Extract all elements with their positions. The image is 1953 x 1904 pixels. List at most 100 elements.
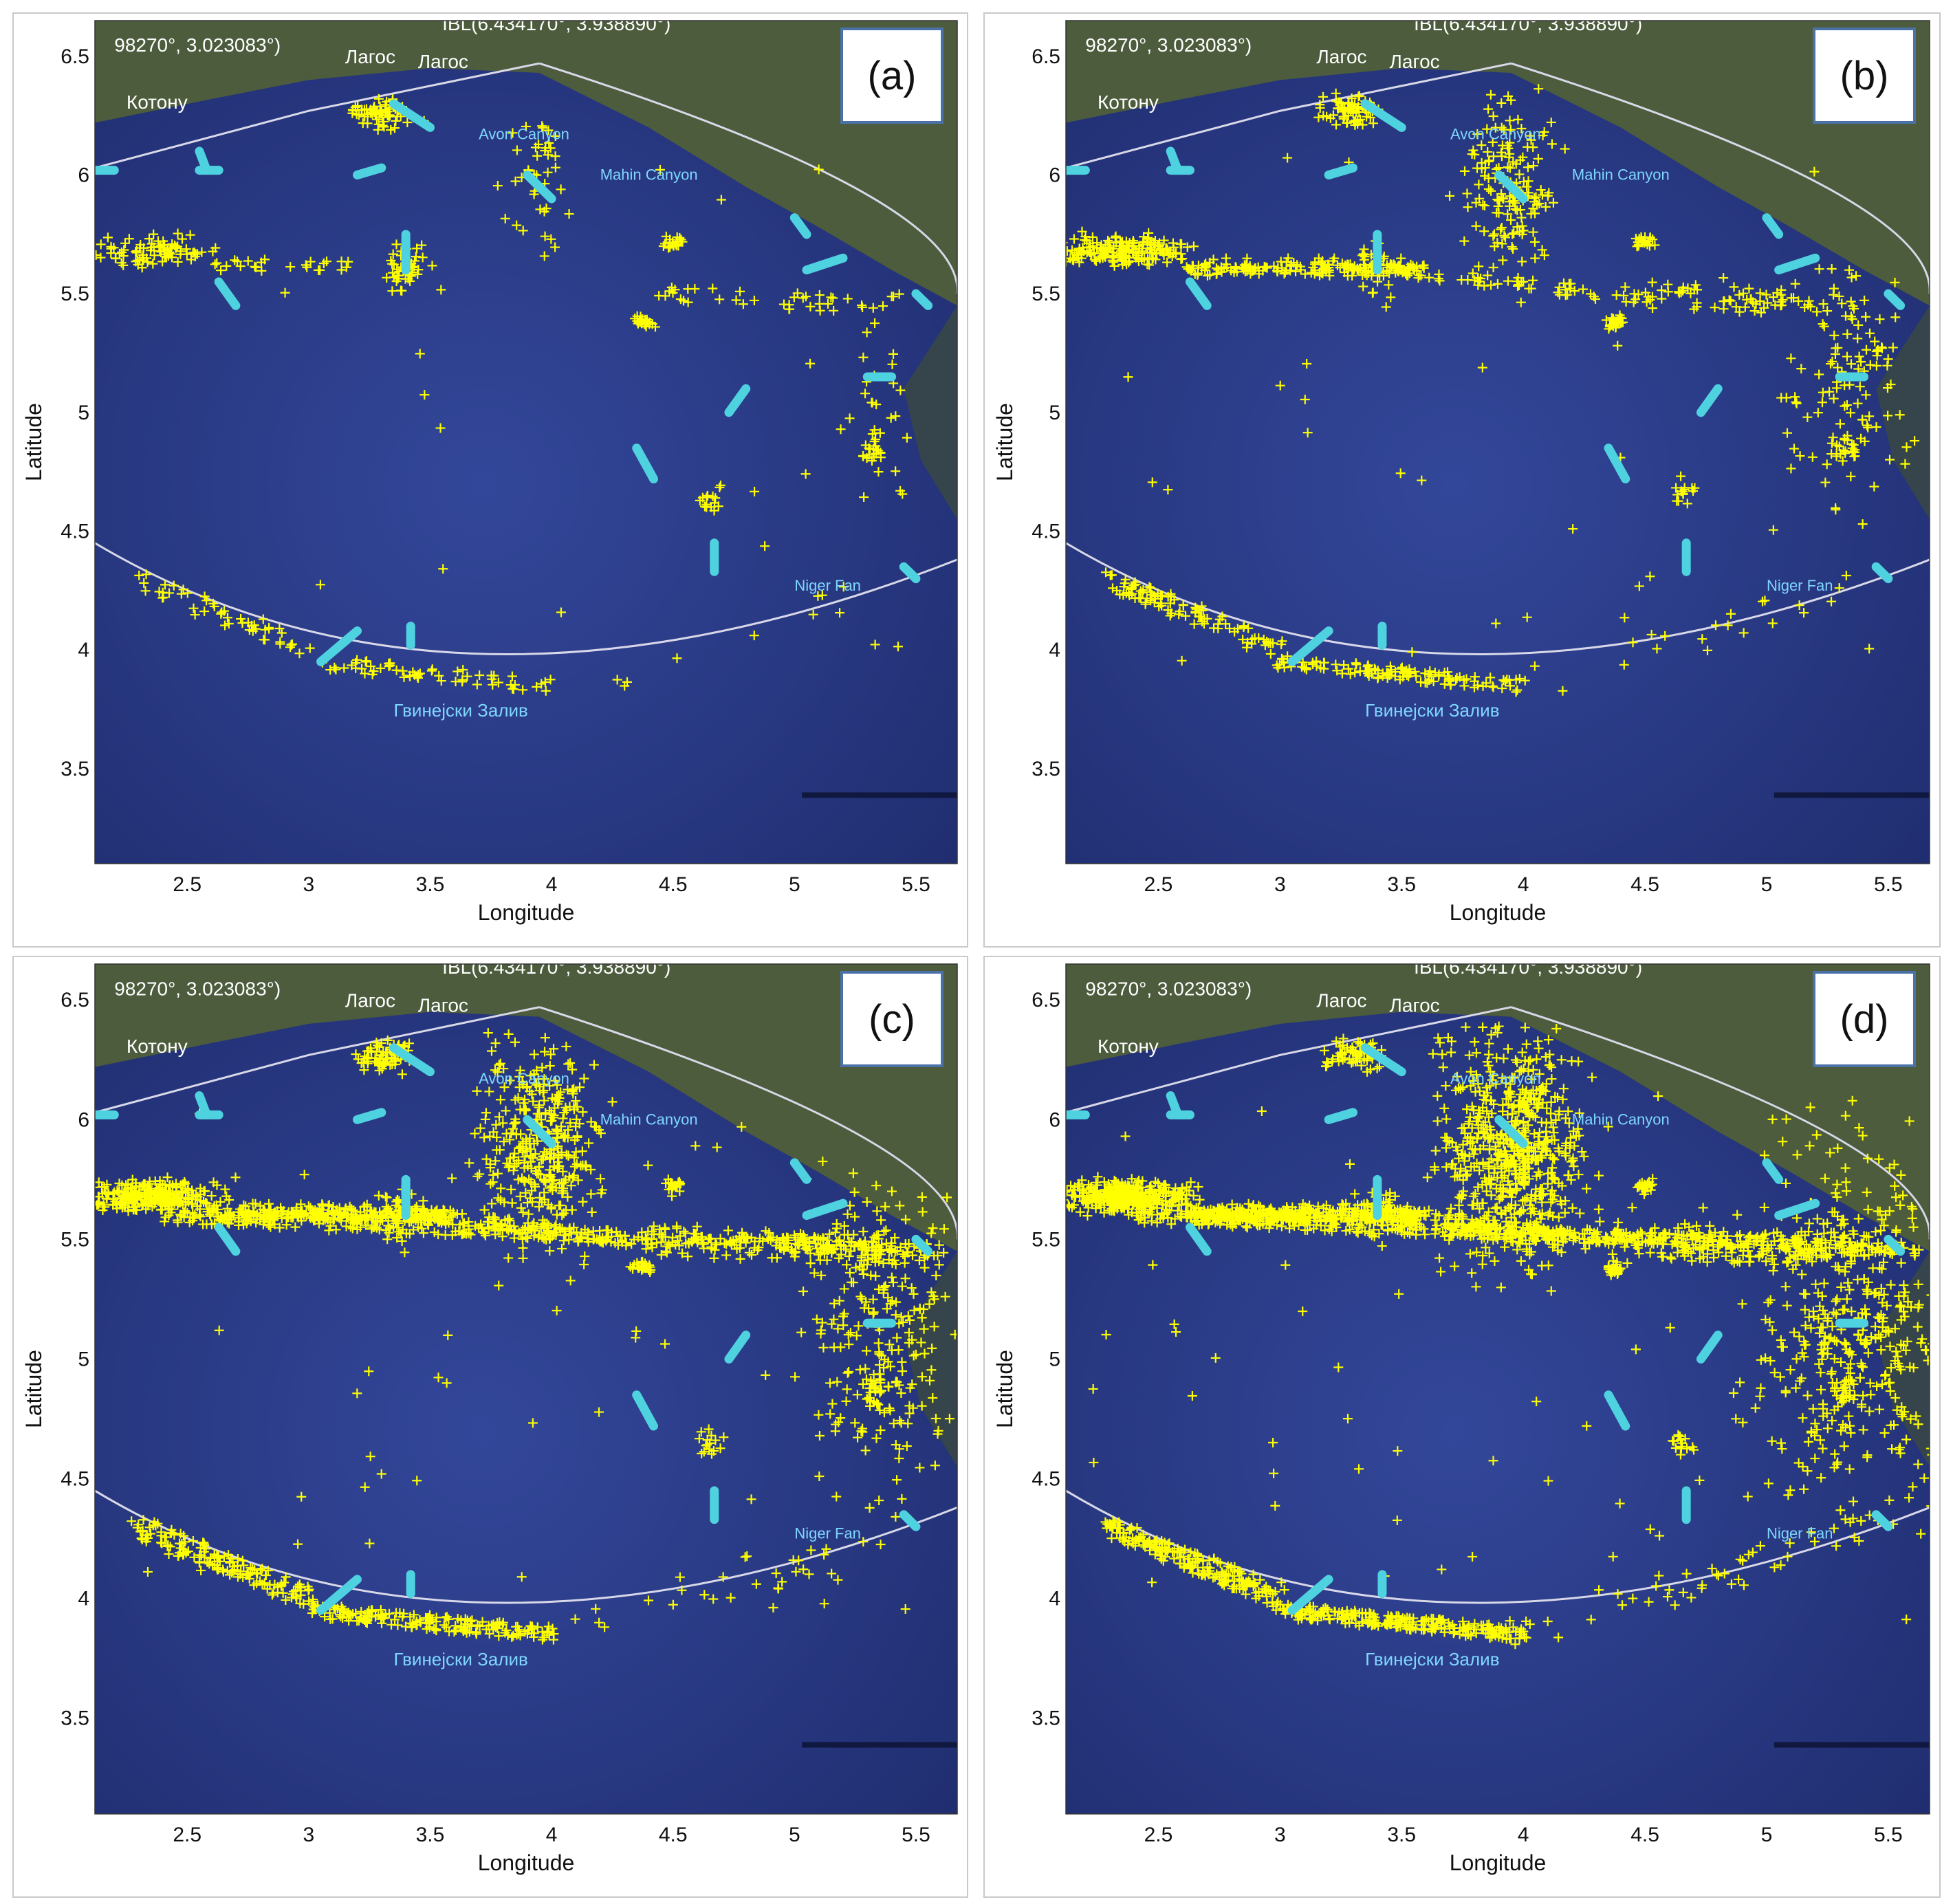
detection-marker	[878, 1258, 888, 1268]
detection-marker	[873, 467, 884, 477]
detection-marker	[869, 425, 880, 435]
detection-marker	[1883, 411, 1893, 421]
x-tick-label: 4	[1518, 873, 1529, 896]
detection-marker	[545, 1152, 555, 1163]
detection-marker	[871, 1240, 882, 1251]
x-tick-label: 3	[303, 873, 315, 896]
detection-marker	[1230, 626, 1240, 637]
detection-marker	[382, 1035, 393, 1045]
detection-marker	[364, 1366, 374, 1377]
detection-marker	[492, 1067, 503, 1077]
detection-marker	[714, 482, 725, 492]
detection-marker	[411, 1201, 422, 1212]
detection-marker	[429, 1623, 439, 1634]
detection-marker	[772, 1253, 782, 1263]
detection-marker	[1359, 1053, 1369, 1064]
detection-marker	[850, 1212, 860, 1222]
detection-marker	[1226, 265, 1236, 276]
detection-marker	[259, 1216, 270, 1227]
detection-marker	[314, 265, 324, 275]
detection-marker	[858, 1537, 869, 1547]
detection-marker	[738, 299, 748, 309]
detection-marker	[1382, 266, 1392, 276]
detection-marker	[138, 243, 149, 253]
detection-marker	[771, 1568, 781, 1578]
detection-marker	[622, 677, 632, 687]
ship-track	[389, 99, 435, 132]
map-label-niger_fan: Niger Fan	[794, 577, 861, 594]
detection-marker	[537, 1062, 547, 1073]
detection-marker	[1146, 583, 1156, 593]
detection-marker	[1731, 302, 1741, 312]
detection-marker	[472, 679, 482, 690]
detection-marker	[915, 1304, 925, 1314]
detection-marker	[1092, 1180, 1102, 1190]
detection-marker	[919, 1262, 930, 1273]
detection-marker	[492, 181, 503, 191]
header-coord-left: 98270°, 3.023083°)	[114, 978, 281, 999]
detection-marker	[1606, 313, 1617, 323]
detection-marker	[1474, 261, 1484, 272]
detection-marker	[214, 1325, 224, 1335]
detection-marker	[1646, 629, 1657, 639]
detection-marker	[1118, 242, 1128, 252]
detection-marker	[833, 1575, 843, 1585]
detection-marker	[565, 1276, 576, 1286]
detection-marker	[1349, 116, 1359, 127]
detection-marker	[1319, 1045, 1329, 1055]
detection-marker	[1357, 250, 1368, 261]
detection-marker	[156, 1531, 166, 1541]
detection-marker	[1829, 330, 1840, 340]
detection-marker	[1494, 1150, 1505, 1161]
detection-marker	[1463, 275, 1473, 285]
detection-marker	[561, 1150, 571, 1160]
detection-marker	[509, 1233, 519, 1243]
detection-marker	[929, 1322, 939, 1332]
detection-marker	[1676, 486, 1686, 496]
detection-marker	[552, 1126, 563, 1137]
detection-marker	[814, 1410, 824, 1420]
detection-marker	[564, 1172, 574, 1182]
detection-marker	[124, 234, 134, 244]
detection-marker	[209, 601, 219, 611]
detection-marker	[158, 1196, 168, 1206]
detection-marker	[855, 1238, 866, 1249]
detection-marker	[366, 1043, 376, 1053]
detection-marker	[1154, 240, 1164, 250]
detection-marker	[410, 256, 420, 266]
detection-marker	[742, 1551, 752, 1562]
detection-marker	[234, 1204, 245, 1214]
detection-marker	[1632, 241, 1642, 252]
detection-marker	[339, 663, 349, 673]
detection-marker	[382, 1192, 392, 1203]
detection-marker	[1812, 307, 1822, 317]
scale-bar	[1774, 792, 1930, 798]
detection-marker	[418, 1196, 428, 1206]
detection-marker	[547, 1185, 558, 1196]
detection-marker	[1504, 152, 1514, 162]
detection-marker	[276, 1213, 287, 1223]
detection-marker	[709, 1253, 719, 1263]
detection-marker	[562, 1105, 572, 1115]
detection-marker	[810, 1238, 820, 1249]
detection-marker	[95, 250, 101, 260]
detection-marker	[1483, 156, 1494, 166]
detection-marker	[369, 1222, 380, 1232]
detection-marker	[697, 1238, 708, 1248]
detection-marker	[1074, 257, 1084, 267]
detection-marker	[754, 1234, 765, 1244]
detection-marker	[391, 1196, 402, 1207]
detection-marker	[1505, 681, 1516, 691]
detection-marker	[1492, 238, 1503, 248]
detection-marker	[1043, 1184, 1053, 1194]
detection-marker	[1469, 682, 1479, 692]
delta-land	[1876, 305, 1930, 520]
detection-marker	[576, 1161, 586, 1171]
detection-marker	[195, 1212, 206, 1222]
detection-marker	[1137, 587, 1148, 598]
detection-marker	[621, 1238, 631, 1248]
detection-marker	[851, 1331, 862, 1341]
detection-marker	[838, 582, 849, 592]
detection-marker	[1690, 280, 1701, 290]
detection-marker	[1331, 659, 1341, 670]
